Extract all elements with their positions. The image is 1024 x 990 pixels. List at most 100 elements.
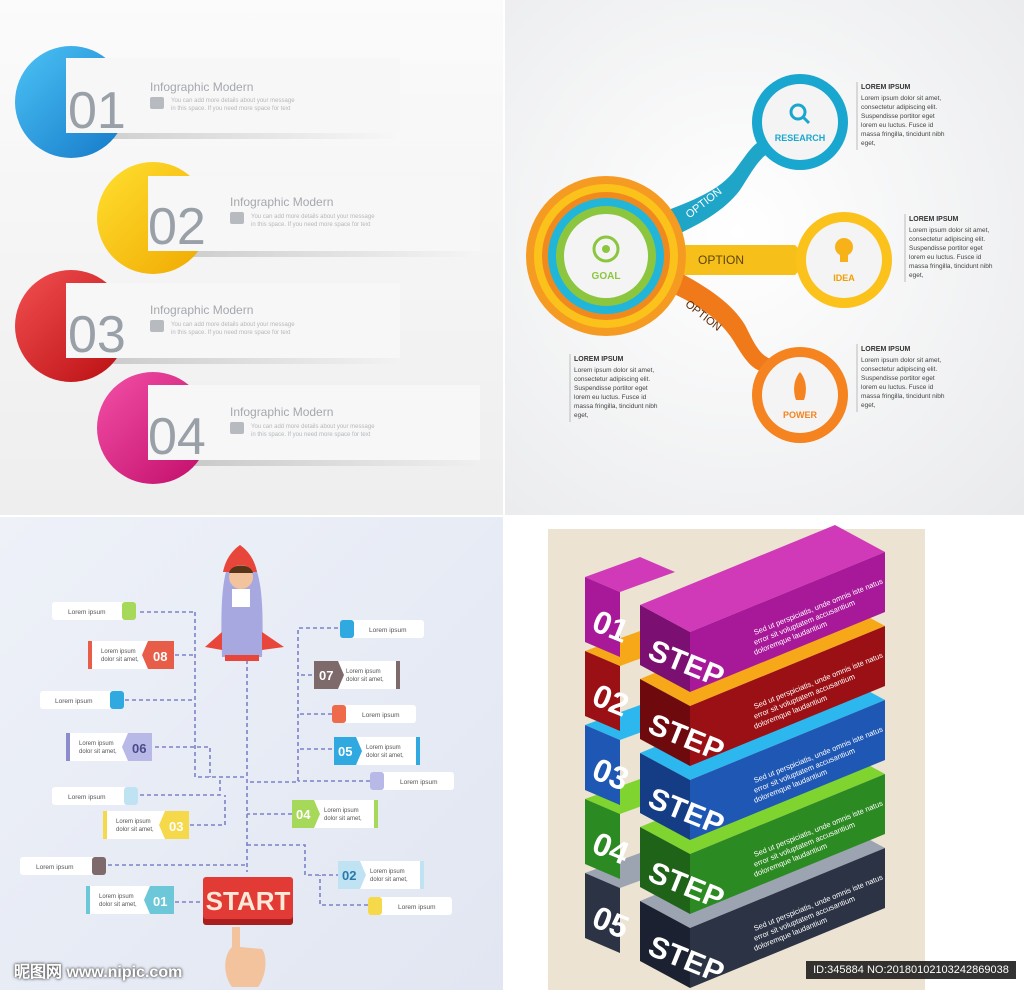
svg-text:Lorem ipsum: Lorem ipsum	[398, 904, 436, 911]
svg-text:LOREM IPSUM: LOREM IPSUM	[861, 346, 911, 353]
option-ribbon-middle	[670, 245, 810, 275]
magnifier-icon	[789, 103, 807, 121]
step-desc: You can add more details about your mess…	[171, 322, 295, 328]
svg-text:lorem eu luctus. Fusce id: lorem eu luctus. Fusce id	[861, 384, 934, 391]
numbered-box-01: Lorem ipsum dolor sit amet, 01	[86, 886, 174, 914]
svg-text:Lorem ipsum: Lorem ipsum	[370, 869, 405, 875]
svg-text:Lorem ipsum: Lorem ipsum	[79, 741, 114, 747]
power-label: POWER	[783, 410, 818, 420]
svg-text:Lorem ipsum: Lorem ipsum	[101, 649, 136, 655]
numbered-box-08: Lorem ipsum dolor sit amet, 08	[88, 641, 174, 669]
svg-text:consectetur adipiscing elit.: consectetur adipiscing elit.	[909, 236, 985, 243]
chat-icon	[150, 97, 164, 109]
svg-text:Lorem ipsum: Lorem ipsum	[346, 669, 381, 675]
flow-box-left: Lorem ipsum	[20, 857, 106, 875]
svg-text:07: 07	[319, 668, 333, 683]
svg-text:lorem eu luctus. Fusce id: lorem eu luctus. Fusce id	[574, 394, 647, 401]
svg-text:massa fringilla, tincidunt nib: massa fringilla, tincidunt nibh	[861, 393, 945, 400]
image-id-label: ID:345884 NO:20180102103242869038	[806, 961, 1016, 979]
svg-text:Suspendisse portitor eget: Suspendisse portitor eget	[574, 385, 648, 392]
svg-text:consectetur adipiscing elit.: consectetur adipiscing elit.	[574, 376, 650, 383]
goal-node: GOAL	[526, 176, 686, 336]
monitor-icon	[230, 422, 244, 434]
option-ribbon-bottom	[665, 270, 773, 372]
flow-box-left: Lorem ipsum	[52, 787, 138, 805]
goal-options-panel: OPTION OPTION OPTION GOAL RESEARCH	[505, 0, 1024, 515]
flow-box-left: Lorem ipsum	[52, 602, 136, 620]
flow-connectors	[108, 611, 370, 906]
svg-text:dolor sit amet,: dolor sit amet,	[370, 877, 408, 883]
rocket-icon	[794, 372, 806, 400]
pointing-hand-icon	[225, 927, 266, 987]
numbered-box-02: 02 Lorem ipsum dolor sit amet,	[338, 861, 424, 889]
svg-text:Lorem ipsum: Lorem ipsum	[68, 794, 106, 801]
svg-text:05: 05	[338, 744, 352, 759]
step-desc: You can add more details about your mess…	[171, 98, 295, 104]
svg-text:02: 02	[342, 868, 356, 883]
svg-text:Lorem ipsum: Lorem ipsum	[55, 698, 93, 705]
svg-text:massa fringilla, tincidunt nib: massa fringilla, tincidunt nibh	[574, 403, 658, 410]
svg-text:START: START	[206, 886, 291, 916]
svg-text:dolor sit amet,: dolor sit amet,	[116, 827, 154, 833]
numbered-infographic-panel: 01 Infographic Modern You can add more d…	[0, 0, 503, 515]
svg-text:Suspendisse portitor eget: Suspendisse portitor eget	[861, 375, 935, 382]
svg-text:LOREM IPSUM: LOREM IPSUM	[574, 356, 624, 363]
goal-options-art: OPTION OPTION OPTION GOAL RESEARCH	[526, 74, 993, 443]
svg-text:Lorem ipsum: Lorem ipsum	[400, 779, 438, 786]
step-item-04: 04 Infographic Modern You can add more d…	[97, 372, 480, 484]
target-icon	[592, 235, 620, 263]
svg-text:lorem eu luctus. Fusce id: lorem eu luctus. Fusce id	[909, 254, 982, 261]
svg-text:massa fringilla, tincidunt nib: massa fringilla, tincidunt nibh	[861, 131, 945, 138]
svg-text:Suspendisse portitor eget: Suspendisse portitor eget	[861, 113, 935, 120]
svg-text:Lorem ipsum dolor sit amet,: Lorem ipsum dolor sit amet,	[861, 357, 941, 364]
svg-text:Lorem ipsum: Lorem ipsum	[99, 894, 134, 900]
flow-box-right: Lorem ipsum	[332, 705, 416, 723]
svg-text:Lorem ipsum dolor sit amet,: Lorem ipsum dolor sit amet,	[574, 367, 654, 374]
step-item-03: 03 Infographic Modern You can add more d…	[15, 270, 400, 382]
svg-text:Lorem ipsum: Lorem ipsum	[116, 819, 151, 825]
numbered-box-05: 05 Lorem ipsum dolor sit amet,	[334, 737, 420, 765]
svg-text:Lorem ipsum: Lorem ipsum	[68, 609, 106, 616]
step-desc: in this space. If you need more space fo…	[171, 330, 291, 336]
start-button[interactable]: START	[203, 877, 293, 925]
step-desc: You can add more details about your mess…	[251, 424, 375, 430]
step-number: 02	[148, 198, 206, 256]
step-title: Infographic Modern	[230, 405, 333, 419]
rocket-illustration	[205, 545, 284, 661]
svg-text:06: 06	[132, 741, 146, 756]
numbered-box-06: Lorem ipsum dolor sit amet, 06	[66, 733, 152, 761]
svg-text:Lorem ipsum dolor sit amet,: Lorem ipsum dolor sit amet,	[909, 227, 989, 234]
svg-text:Lorem ipsum: Lorem ipsum	[369, 627, 407, 634]
step-desc: in this space. If you need more space fo…	[251, 432, 371, 438]
svg-text:LOREM IPSUM: LOREM IPSUM	[909, 216, 959, 223]
flow-box-left: Lorem ipsum	[40, 691, 124, 709]
svg-text:dolor sit amet,: dolor sit amet,	[366, 753, 404, 759]
step-desc: You can add more details about your mess…	[251, 214, 375, 220]
research-node: RESEARCH	[752, 74, 848, 170]
numbered-infographic-art: 01 Infographic Modern You can add more d…	[15, 46, 480, 484]
isometric-steps-panel: 05 STEP Sed ut perspiciatis, unde omnis is…	[505, 517, 1024, 990]
step-number: 01	[68, 82, 126, 140]
flow-box-right: Lorem ipsum	[340, 620, 424, 638]
numbered-box-03: Lorem ipsum dolor sit amet, 03	[103, 811, 189, 839]
rocket-flowchart-panel: Lorem ipsum Lorem ipsum Lorem ipsum Lore…	[0, 517, 503, 990]
svg-text:dolor sit amet,: dolor sit amet,	[346, 677, 384, 683]
step-desc: in this space. If you need more space fo…	[171, 106, 291, 112]
option-label: OPTION	[698, 253, 744, 267]
svg-text:eget,: eget,	[861, 140, 876, 147]
svg-text:eget,: eget,	[861, 402, 876, 409]
research-label: RESEARCH	[775, 133, 826, 143]
svg-text:Lorem ipsum dolor sit amet,: Lorem ipsum dolor sit amet,	[861, 95, 941, 102]
idea-label: IDEA	[833, 273, 855, 283]
goal-label: GOAL	[592, 271, 621, 282]
svg-text:eget,: eget,	[909, 272, 924, 279]
svg-text:Lorem ipsum: Lorem ipsum	[366, 745, 401, 751]
numbered-box-04: 04 Lorem ipsum dolor sit amet,	[292, 800, 378, 828]
flow-box-right: Lorem ipsum	[370, 772, 454, 790]
idea-node: IDEA	[796, 212, 892, 308]
rocket-flowchart-art: Lorem ipsum Lorem ipsum Lorem ipsum Lore…	[20, 545, 454, 987]
power-node: POWER	[752, 347, 848, 443]
